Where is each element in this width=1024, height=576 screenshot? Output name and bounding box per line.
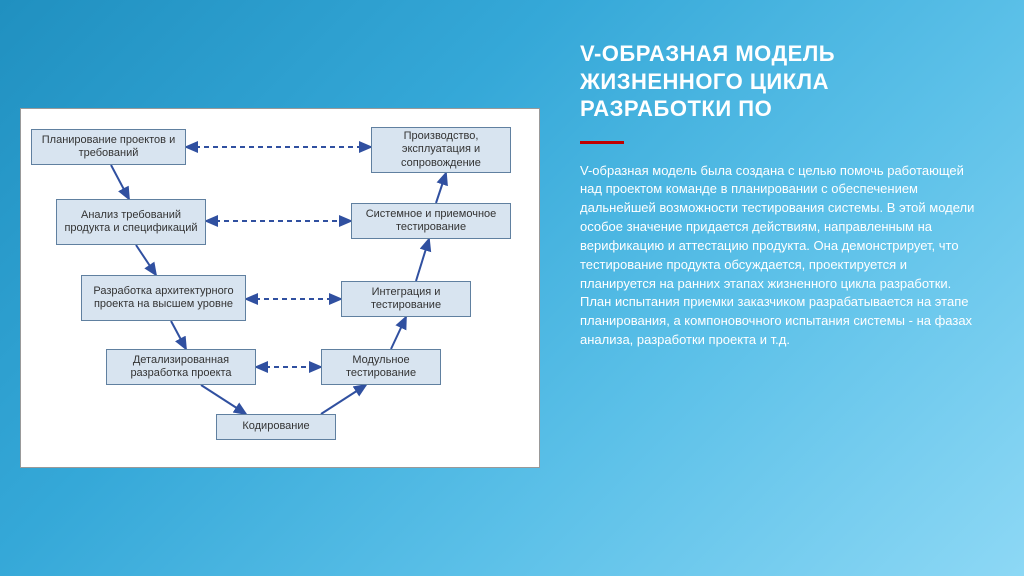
slide-body: V-образная модель была создана с целью п… [580,162,984,350]
accent-line [580,141,624,144]
node-n1: Планирование проектов и требований [31,129,186,165]
node-n7: Интеграция и тестирование [341,281,471,317]
diagram-panel: Планирование проектов и требований Анализ… [0,0,550,576]
node-n2: Анализ требований продукта и спецификаци… [56,199,206,245]
node-n3: Разработка архитектурного проекта на выс… [81,275,246,321]
text-panel: V-ОБРАЗНАЯ МОДЕЛЬ ЖИЗНЕННОГО ЦИКЛА РАЗРА… [550,0,1024,576]
node-n6: Модульное тестирование [321,349,441,385]
node-n9: Производство, эксплуатация и сопровожден… [371,127,511,173]
slide-title: V-ОБРАЗНАЯ МОДЕЛЬ ЖИЗНЕННОГО ЦИКЛА РАЗРА… [580,40,984,123]
node-n4: Детализированная разработка проекта [106,349,256,385]
v-model-diagram: Планирование проектов и требований Анализ… [20,108,540,468]
node-n8: Системное и приемочное тестирование [351,203,511,239]
node-n5: Кодирование [216,414,336,440]
